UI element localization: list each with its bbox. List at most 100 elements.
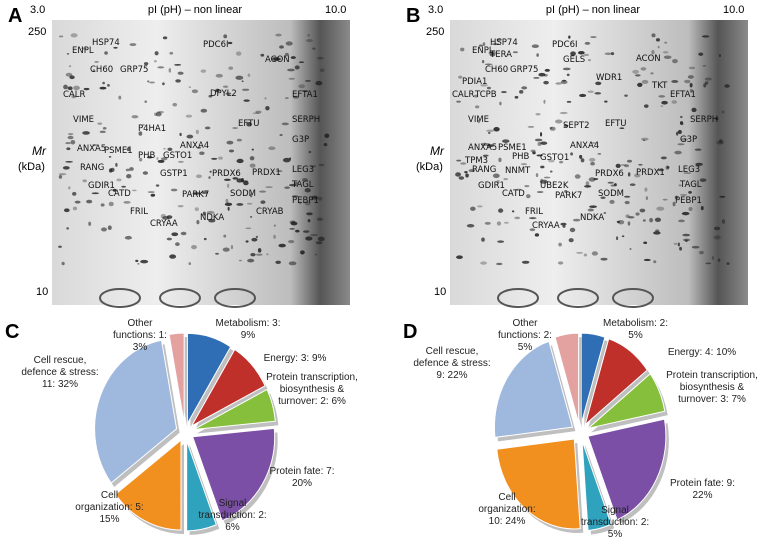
gel-spot — [664, 41, 668, 44]
gel-spot — [126, 174, 132, 179]
panel-letter: D — [403, 321, 417, 343]
gel-spot — [170, 188, 178, 192]
gel-spot — [228, 149, 235, 153]
slice-label: Metabolism: 3: 9% — [215, 318, 281, 341]
gel-spot — [597, 153, 602, 155]
gel-spot — [532, 151, 536, 155]
gel-spot — [163, 147, 166, 150]
protein-label: NDKA — [580, 213, 604, 223]
gel-spot — [275, 170, 283, 173]
gel-spot — [124, 235, 132, 240]
protein-label: PSME1 — [498, 143, 527, 153]
gel-spot — [533, 76, 540, 79]
gel-spot — [583, 53, 590, 57]
slice-label: Cell rescue, defence & stress: 9: 22% — [413, 346, 491, 381]
gel-spot — [162, 82, 165, 86]
gel-spot — [316, 196, 323, 201]
gel-spot — [74, 200, 81, 204]
gel-spot — [549, 170, 553, 173]
gel-spot — [71, 95, 77, 99]
slice-label: Cell organization: 10: 24% — [478, 492, 536, 527]
gel-spot — [316, 217, 323, 221]
gel-spot — [496, 38, 502, 42]
protein-label: RANG — [80, 163, 104, 173]
gel-spot — [637, 82, 643, 87]
gel-spot — [61, 261, 65, 266]
gel-spot — [535, 113, 541, 116]
ph-low: 3.0 — [30, 4, 45, 16]
gel-spot — [201, 191, 209, 194]
gel-spot — [520, 163, 528, 166]
mr-label: Mr — [430, 144, 445, 158]
gel-spot — [236, 138, 242, 142]
gel-spot — [147, 191, 155, 194]
gel-spot — [97, 122, 103, 125]
gel-spot — [64, 208, 70, 213]
gel-bubble — [214, 288, 256, 308]
slice — [580, 332, 606, 424]
gel-spot — [251, 148, 254, 151]
gel-spot — [662, 198, 668, 201]
gel-spot — [570, 152, 573, 156]
gel-spot — [264, 97, 267, 100]
gel-spot — [144, 100, 147, 104]
gel-spot — [102, 126, 107, 130]
gel-spot — [549, 126, 553, 130]
gel-spot — [68, 186, 71, 190]
slice — [584, 338, 648, 427]
protein-label: GELS — [563, 55, 585, 65]
gel-spot — [323, 143, 328, 147]
gel-spot — [589, 157, 596, 162]
gel-spot — [146, 156, 153, 159]
gel-spot — [558, 242, 562, 247]
gel-spot — [568, 35, 571, 39]
gel-spot — [142, 171, 149, 175]
gel-spot — [590, 36, 597, 39]
protein-label: EFTU — [238, 119, 260, 129]
gel-spot — [275, 260, 281, 264]
gel-spot — [147, 80, 150, 83]
gel-spot — [298, 84, 305, 89]
gel-spot — [589, 205, 597, 209]
gel-spot — [179, 132, 182, 137]
gel-spot — [492, 173, 500, 179]
gel-spot — [455, 172, 462, 177]
gel-spot — [603, 211, 607, 215]
gel-spot — [574, 174, 581, 179]
protein-label: LEG3 — [292, 165, 314, 175]
gel-spot — [177, 71, 184, 75]
protein-label: ACON — [265, 55, 290, 65]
gel-spot — [600, 257, 608, 261]
gel-spot — [228, 66, 234, 70]
gel-spot — [480, 261, 487, 265]
protein-label: UBE2K — [540, 181, 569, 191]
gel-spot — [465, 173, 469, 178]
gel-spot — [726, 262, 730, 266]
gel-spot — [661, 100, 668, 105]
gel-spot — [196, 146, 202, 149]
slice — [168, 332, 185, 424]
protein-label: G3P — [292, 135, 309, 145]
gel-spot — [137, 262, 140, 265]
gel-image — [52, 20, 350, 305]
gel-spot — [615, 236, 619, 241]
gel-spot — [222, 85, 229, 88]
gel-spot — [305, 79, 311, 82]
gel-spot — [150, 193, 156, 197]
gel-spot — [255, 110, 262, 114]
protein-label: NNMT — [505, 166, 531, 176]
gel-spot — [292, 95, 299, 99]
gel-spot — [278, 243, 286, 248]
gel-spot — [583, 253, 588, 257]
protein-label: ANXA5 — [468, 143, 497, 153]
ph-axis: pI (pH) – non linear — [546, 4, 640, 16]
gel-spot — [460, 162, 467, 165]
gel-spot — [294, 65, 300, 70]
protein-label: PRDX6 — [595, 169, 624, 179]
gel-spot — [251, 237, 258, 242]
gel-spot — [570, 51, 576, 56]
gel-spot — [514, 216, 521, 220]
gel-spot — [82, 179, 87, 183]
protein-label: ANXA5 — [77, 144, 106, 154]
slice — [493, 340, 574, 438]
